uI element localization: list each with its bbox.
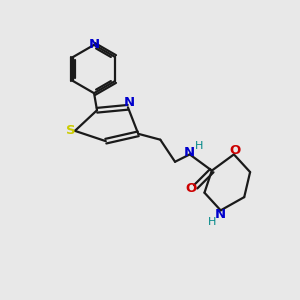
Text: S: S — [66, 124, 75, 137]
Text: N: N — [88, 38, 100, 51]
Text: O: O — [186, 182, 197, 195]
Text: N: N — [184, 146, 195, 159]
Text: H: H — [195, 141, 203, 151]
Text: H: H — [208, 217, 217, 226]
Text: O: O — [230, 144, 241, 158]
Text: N: N — [124, 96, 135, 110]
Text: N: N — [215, 208, 226, 221]
